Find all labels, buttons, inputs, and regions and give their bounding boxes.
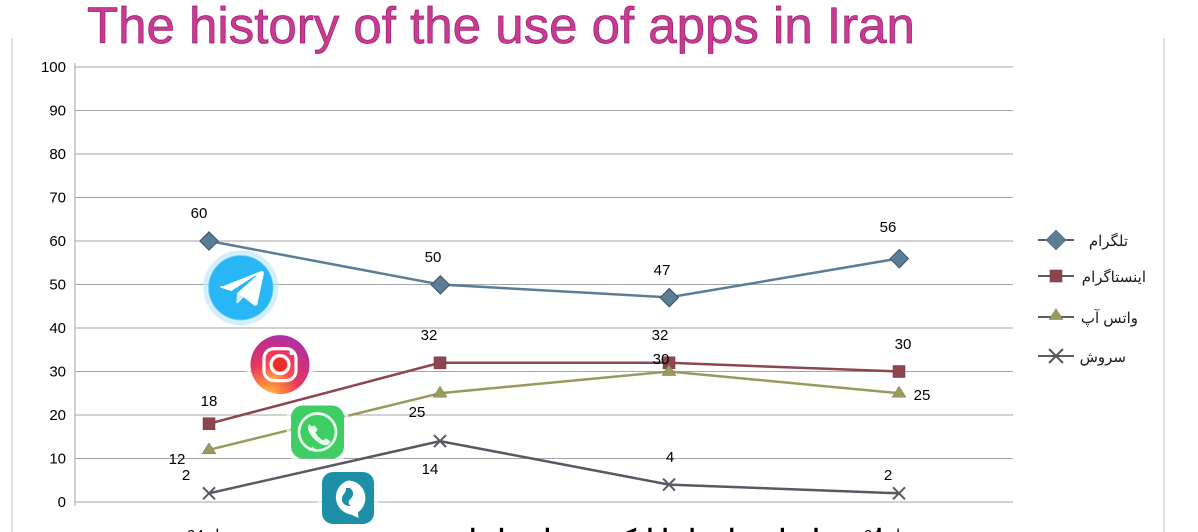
svg-text:تلگرام: تلگرام	[1089, 232, 1128, 250]
svg-text:90: 90	[49, 103, 66, 120]
svg-text:4: 4	[666, 449, 674, 466]
svg-text:20: 20	[49, 407, 66, 424]
svg-text:47: 47	[654, 262, 671, 279]
svg-text:0: 0	[58, 494, 66, 511]
svg-text:32: 32	[421, 327, 438, 344]
svg-text:40: 40	[49, 320, 66, 337]
svg-text:30: 30	[895, 336, 912, 353]
svg-text:56: 56	[880, 219, 897, 236]
svg-text:2: 2	[884, 467, 892, 484]
svg-text:50: 50	[425, 249, 442, 266]
svg-text:بهار 94: بهار 94	[187, 527, 231, 532]
svg-text:12: 12	[169, 451, 186, 468]
svg-text:25: 25	[914, 387, 931, 404]
svg-text:60: 60	[191, 205, 208, 222]
svg-text:اینستاگرام: اینستاگرام	[1082, 268, 1146, 286]
svg-text:50: 50	[49, 277, 66, 294]
svg-text:سروش: سروش	[1080, 349, 1126, 366]
svg-text:60: 60	[49, 233, 66, 250]
svg-text:80: 80	[49, 146, 66, 163]
svg-text:30: 30	[653, 351, 670, 368]
svg-text:نمودار میزان استفاده از اپلیکی: نمودار میزان استفاده از اپلیکیشن ها در ا…	[450, 524, 930, 532]
svg-text:100: 100	[41, 59, 66, 76]
svg-text:10: 10	[49, 451, 66, 468]
svg-text:18: 18	[201, 393, 218, 410]
svg-text:30: 30	[49, 364, 66, 381]
svg-text:14: 14	[422, 461, 439, 478]
svg-text:واتس آپ: واتس آپ	[1081, 309, 1138, 327]
svg-text:32: 32	[652, 327, 669, 344]
svg-text:2: 2	[182, 467, 190, 484]
svg-text:70: 70	[49, 190, 66, 207]
svg-text:25: 25	[409, 404, 426, 421]
